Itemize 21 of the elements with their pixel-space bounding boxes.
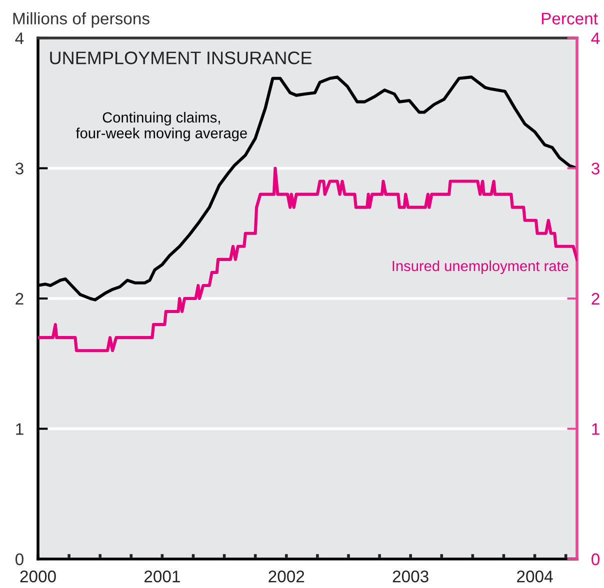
x-tick-label: 2004: [517, 570, 553, 582]
y2-tick-label: 4: [591, 32, 600, 44]
x-tick-label: 2002: [268, 570, 304, 582]
x-tick-label: 2000: [20, 570, 56, 582]
y-tick-label: 3: [15, 162, 24, 174]
series-label: Continuing claims, four-week moving average: [76, 112, 247, 142]
y2-tick-label: 2: [592, 292, 600, 305]
y-tick-label: 0: [15, 553, 24, 566]
y2-axis-title: Percent: [542, 12, 598, 24]
y2-tick-label: 1: [592, 423, 600, 435]
series-label: Insured unemployment rate: [392, 260, 568, 274]
y2-tick-label: 0: [592, 553, 600, 566]
text: UNEMPLOYMENT INSURANCE: [50, 52, 312, 64]
y-tick-label: 4: [15, 32, 24, 44]
x-tick-label: 2003: [392, 570, 428, 582]
y-tick-label: 1: [16, 423, 24, 435]
y2-tick-label: 3: [592, 162, 600, 174]
y-tick-label: 2: [16, 292, 24, 305]
x-tick-label: 2001: [144, 570, 180, 582]
y-axis-title: Millions of persons: [13, 12, 150, 28]
line-series: [38, 166, 577, 352]
